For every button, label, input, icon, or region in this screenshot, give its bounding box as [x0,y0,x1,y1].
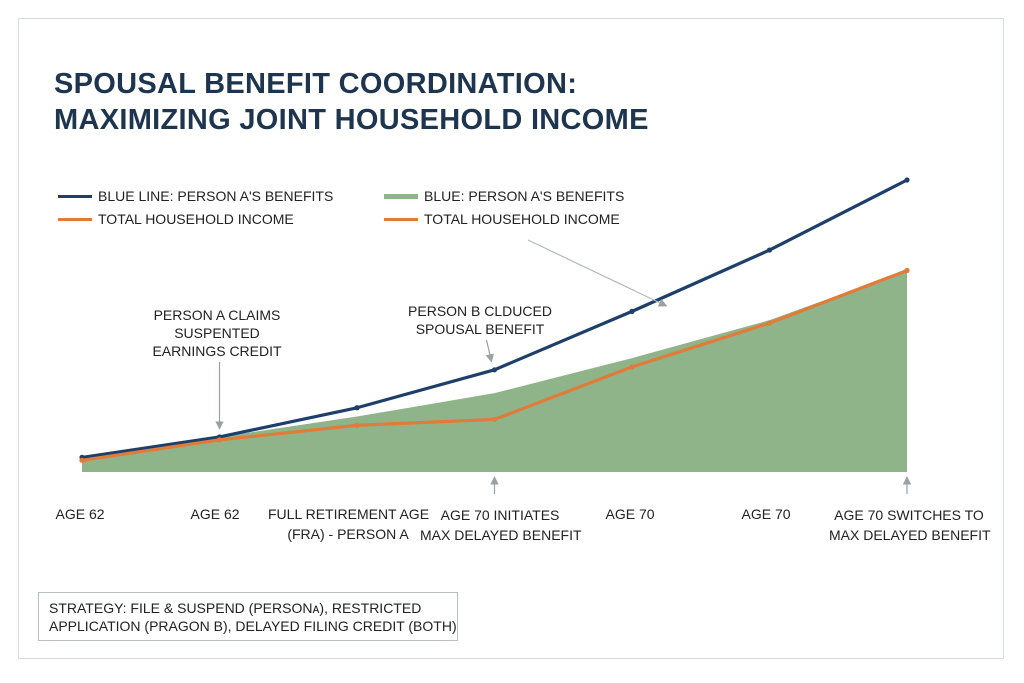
data-point [904,267,910,274]
x-tick-label-line: AGE 70 SWITCHES TO [834,507,984,523]
x-tick-label-line: AGE 62 [190,506,240,522]
legend-item-blue-line: BLUE LINE: PERSON A'S BENEFITS [58,188,333,204]
annotation-line: EARNINGS CREDIT [152,343,282,359]
legend-item-orange-line-2: TOTAL HOUSEHOLD INCOME [384,211,620,227]
chart-title: SPOUSAL BENEFIT COORDINATION: MAXIMIZING… [54,66,649,138]
legend-swatch-green [384,193,418,199]
annotation-line: SPOUSAL BENEFIT [415,321,545,337]
data-point [354,405,360,411]
annotation-person-a-claims: PERSON A CLAIMS SUSPENTED EARNINGS CREDI… [142,306,292,360]
data-point [629,364,635,370]
annotation-arrow [527,239,668,307]
x-tick-label: AGE 70 SWITCHES TO MAX DELAYED BENEFIT [829,505,991,545]
data-point [79,457,85,463]
data-point [216,437,223,443]
title-line-1: SPOUSAL BENEFIT COORDINATION: [54,68,578,100]
annotation-line: PERSON A CLAIMS [153,307,281,323]
x-tick-label: AGE 70 [550,504,710,524]
legend-label: TOTAL HOUSEHOLD INCOME [424,211,620,227]
x-tick-label-line: MAX DELAYED BENEFIT [829,527,991,543]
data-point [491,416,498,423]
x-tick-label-line: AGE 70 [605,506,655,522]
annotation-arrow [485,339,494,363]
x-tick-label: AGE 62 [135,504,295,524]
x-tick-label-line: (FRA) - PERSON A [287,526,409,542]
x-tick-label: AGE 70 [686,504,846,524]
data-point [491,367,498,373]
x-tick-label: AGE 62 [0,504,160,524]
annotation-line: PERSON B CLDUCED [408,303,552,319]
legend-swatch-orange [384,217,418,221]
legend-label: BLUE LINE: PERSON A'S BENEFITS [98,188,334,204]
x-tick-label: AGE 70 INITIATES MAX DELAYED BENEFIT [420,505,582,545]
legend-item-green-area: BLUE: PERSON A'S BENEFITS [384,188,624,204]
x-tick-label-line: AGE 70 [741,506,791,522]
legend-label: BLUE: PERSON A'S BENEFITS [424,188,625,204]
x-tick-label-line: AGE 62 [55,506,105,522]
strategy-box: STRATEGY: FILE & SUSPEND (PERSONᴀ), REST… [38,592,458,641]
annotation-line: SUSPENTED [174,325,260,341]
strategy-line-1: STRATEGY: FILE & SUSPEND (PERSONᴀ), REST… [49,600,422,616]
data-point [766,320,773,326]
legend-label: TOTAL HOUSEHOLD INCOME [98,211,294,227]
legend-swatch-blue [58,194,92,198]
annotation-person-b-spousal: PERSON B CLDUCED SPOUSAL BENEFIT [405,302,555,338]
x-tick-label: FULL RETIREMENT AGE (FRA) - PERSON A [268,504,430,544]
title-line-2: MAXIMIZING JOINT HOUSEHOLD INCOME [54,104,649,136]
data-point [904,177,910,183]
x-tick-label-line: FULL RETIREMENT AGE [268,506,430,522]
legend-swatch-orange [58,217,92,221]
legend-item-orange-line: TOTAL HOUSEHOLD INCOME [58,211,294,227]
data-point [629,308,635,314]
area-series [82,270,907,472]
strategy-line-2: APPLICATION (PRAGON B), DELAYED FILING C… [49,618,457,634]
data-point [354,422,360,428]
x-tick-label-line: MAX DELAYED BENEFIT [420,527,582,543]
x-tick-label-line: AGE 70 INITIATES [440,507,560,523]
data-point [766,247,773,253]
